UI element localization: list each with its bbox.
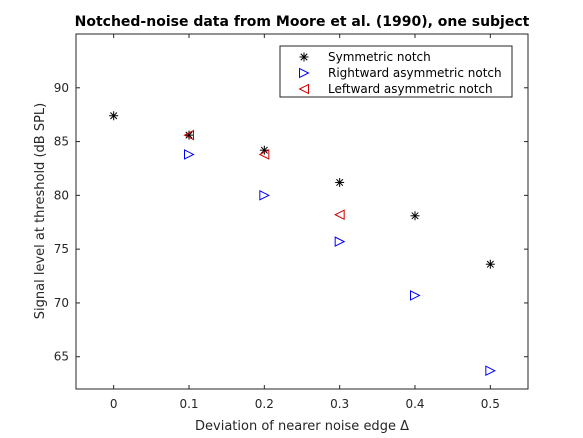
triangle-right-point — [184, 149, 195, 160]
legend-entry: Rightward asymmetric notch — [328, 66, 502, 80]
triangle-right-point — [334, 236, 346, 247]
legend-box — [279, 45, 513, 98]
chart-title: Notched-noise data from Moore et al. (19… — [75, 14, 530, 30]
legend-marker-triangle-left — [298, 83, 309, 95]
asterisk-point — [335, 177, 345, 187]
triangle-right-point — [259, 190, 270, 201]
x-axis-label: Deviation of nearer noise edge Δ — [195, 419, 409, 434]
x-tick-label: 0 — [110, 397, 118, 411]
triangle-left-point — [183, 129, 194, 141]
axis-tick-labels: 0 0.1 0.2 0.3 0.4 0.5 65 70 75 80 85 90 — [54, 81, 500, 411]
y-tick-label: 65 — [54, 350, 69, 364]
x-tick-label: 0.3 — [330, 397, 349, 411]
triangle-left-point — [334, 209, 345, 221]
legend-marker-asterisk — [299, 52, 309, 62]
y-tick-label: 85 — [54, 135, 69, 149]
triangle-left-point — [258, 149, 270, 160]
y-tick-label: 80 — [54, 188, 69, 202]
legend: Symmetric notch Rightward asymmetric notc… — [279, 45, 513, 98]
asterisk-point — [109, 111, 119, 121]
y-tick-label: 90 — [54, 81, 69, 95]
y-tick-label: 70 — [54, 296, 69, 310]
x-tick-label: 0.1 — [179, 397, 198, 411]
y-tick-label: 75 — [54, 242, 69, 256]
asterisk-point — [259, 145, 269, 155]
asterisk-point — [410, 211, 420, 221]
y-axis-label: Signal level at threshold (dB SPL) — [33, 103, 48, 319]
axis-ticks — [76, 34, 528, 389]
x-tick-label: 0.5 — [481, 397, 500, 411]
data-markers — [109, 111, 496, 377]
triangle-right-point — [410, 290, 421, 301]
legend-entry: Leftward asymmetric notch — [328, 82, 493, 96]
x-tick-label: 0.2 — [255, 397, 274, 411]
triangle-right-point — [485, 365, 496, 377]
asterisk-point — [485, 259, 495, 269]
asterisk-point — [184, 130, 194, 140]
legend-marker-triangle-right — [299, 67, 310, 79]
x-tick-label: 0.4 — [405, 397, 424, 411]
legend-entry: Symmetric notch — [328, 50, 431, 64]
